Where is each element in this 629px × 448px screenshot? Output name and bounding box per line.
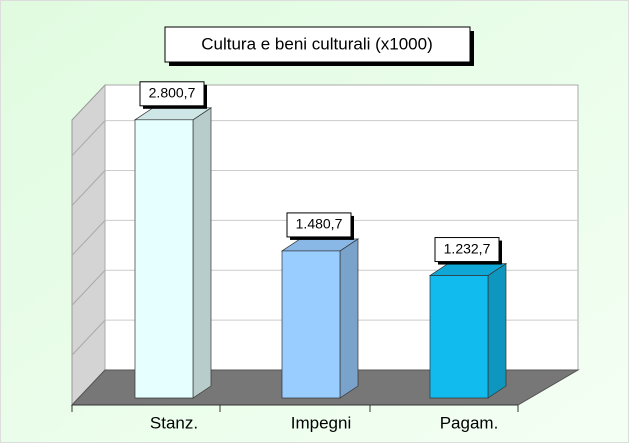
grid-line xyxy=(71,220,106,256)
value-label: 2.800,7 xyxy=(149,85,196,101)
value-label-box xyxy=(286,212,352,238)
grid-line xyxy=(71,170,106,206)
bar-side xyxy=(192,107,212,399)
bar xyxy=(280,238,360,399)
value-label-box xyxy=(139,81,205,107)
bar-side xyxy=(487,262,507,399)
bar-front xyxy=(281,250,341,399)
bars xyxy=(133,107,508,399)
bar xyxy=(133,107,213,399)
grid-line xyxy=(71,269,106,306)
bar-side xyxy=(339,238,359,399)
value-label-box xyxy=(434,237,500,263)
grid-line xyxy=(71,120,106,156)
value-label: 1.232,7 xyxy=(444,240,491,256)
x-tick-label: Stanz. xyxy=(150,413,198,432)
bar-front xyxy=(134,119,194,399)
title-box xyxy=(164,26,471,63)
bar xyxy=(428,262,508,399)
value-label: 1.480,7 xyxy=(296,216,343,232)
grid-line xyxy=(71,319,106,356)
chart-title: Cultura e beni culturali (x1000) xyxy=(201,34,433,53)
bar-front xyxy=(429,275,489,399)
x-tick-label: Pagam. xyxy=(440,413,499,432)
left-wall xyxy=(71,83,106,407)
x-tick-label: Impegni xyxy=(291,413,351,432)
